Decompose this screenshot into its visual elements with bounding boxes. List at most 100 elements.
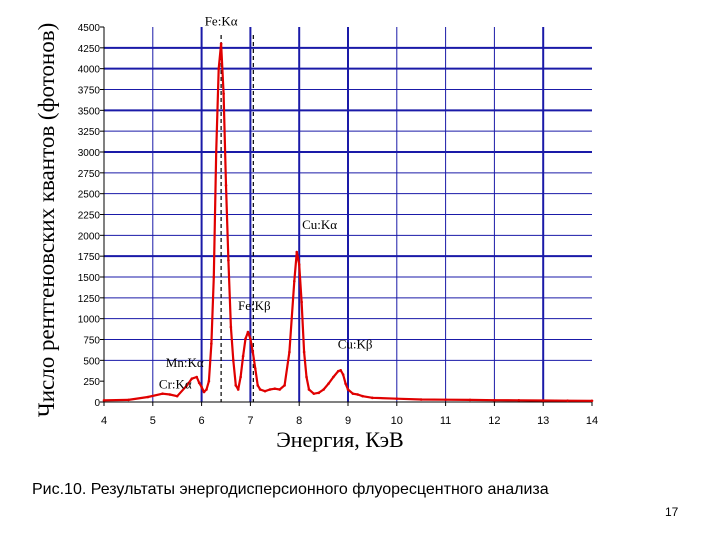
data-point [197,381,201,385]
data-point [288,350,291,354]
data-point [258,388,262,391]
y-tick-label: 1500 [78,273,101,284]
grid [104,27,592,402]
y-tick-label: 0 [94,398,100,409]
data-point [361,394,364,398]
x-tick-label: 11 [440,415,451,427]
y-tick-label: 3500 [78,106,101,117]
data-point [175,394,179,398]
y-tick-label: 2250 [78,211,101,222]
data-point [356,393,360,396]
data-point [444,398,447,401]
data-point [395,397,399,400]
data-point [249,337,252,340]
y-tick-label: 2000 [78,231,101,242]
data-point [332,375,335,379]
data-point [253,367,257,370]
data-point [222,92,225,95]
peak-markers [220,35,254,402]
data-point [590,399,594,403]
data-point [236,388,240,391]
data-point [341,373,345,376]
data-point [227,259,230,262]
data-point [419,398,423,401]
x-tick-label: 12 [488,415,500,427]
series [102,42,594,403]
data-point [278,388,281,391]
data-point [190,377,194,380]
y-tick-label: 3000 [78,148,101,159]
data-point [346,388,350,391]
data-point [493,398,496,402]
peak-label: Cu:Kα [302,217,337,232]
data-point [239,375,242,379]
x-tick-label: 10 [391,415,403,427]
data-point [293,279,296,283]
x-tick-label: 4 [101,415,107,427]
y-tick-label: 750 [83,336,100,347]
data-point [210,342,213,345]
data-point [205,388,208,391]
data-point [283,384,286,387]
peak-label: Fe:Kβ [238,298,271,313]
data-point [305,375,308,379]
y-tick-label: 2500 [78,190,101,201]
y-tick-label: 1750 [78,252,101,263]
data-point [217,67,220,70]
y-axis-label: Число рентгеновских квантов (фотонов) [34,23,59,418]
data-point [202,390,206,394]
x-tick-label: 9 [345,415,351,427]
data-point [200,385,203,389]
tick-labels: 0 250 500 750 1000 1250 1500 1750 2000 2250 2500 27… [78,23,598,427]
data-point [302,350,306,354]
data-point [339,369,342,372]
peak-label: Cu:Kβ [338,336,373,351]
y-tick-label: 1250 [78,294,101,305]
data-point [232,359,235,362]
y-tick-label: 4500 [78,23,101,34]
data-point [541,399,545,402]
data-point [566,399,569,402]
data-point [295,250,299,254]
y-tick-label: 1000 [78,315,101,326]
data-point [336,369,340,373]
data-point [256,384,260,387]
data-point [146,395,150,399]
data-point [273,387,277,390]
data-point [241,354,245,358]
data-point [263,389,267,393]
data-point [300,300,303,304]
data-point [229,325,233,329]
data-point [312,392,316,395]
data-point [168,393,172,396]
figure-caption: Рис.10. Результаты энергодисперсионного … [32,481,549,498]
data-point [317,391,321,395]
data-point [322,388,325,391]
y-tick-label: 3250 [78,127,101,138]
data-point [517,399,521,402]
y-tick-label: 4250 [78,44,101,55]
data-point [246,330,250,334]
data-point [214,150,218,154]
peak-label: Mn:Kα [166,355,204,370]
y-tick-label: 500 [83,356,100,367]
peak-label: Cr:Kα [159,377,192,392]
data-point [344,382,347,385]
x-tick-label: 6 [199,415,205,427]
data-point [327,382,330,385]
data-point [212,275,216,279]
y-tick-label: 4000 [78,65,101,76]
data-point [268,388,272,391]
y-tick-label: 3750 [78,86,101,97]
data-point [244,337,247,340]
data-point [185,384,189,387]
x-tick-label: 8 [296,415,302,427]
data-point [219,42,223,45]
data-point [307,388,311,391]
data-point [234,384,238,387]
peak-label: Fe:Kα [205,14,238,29]
y-tick-label: 2750 [78,169,101,180]
page-number: 17 [665,505,679,519]
data-point [127,398,130,402]
